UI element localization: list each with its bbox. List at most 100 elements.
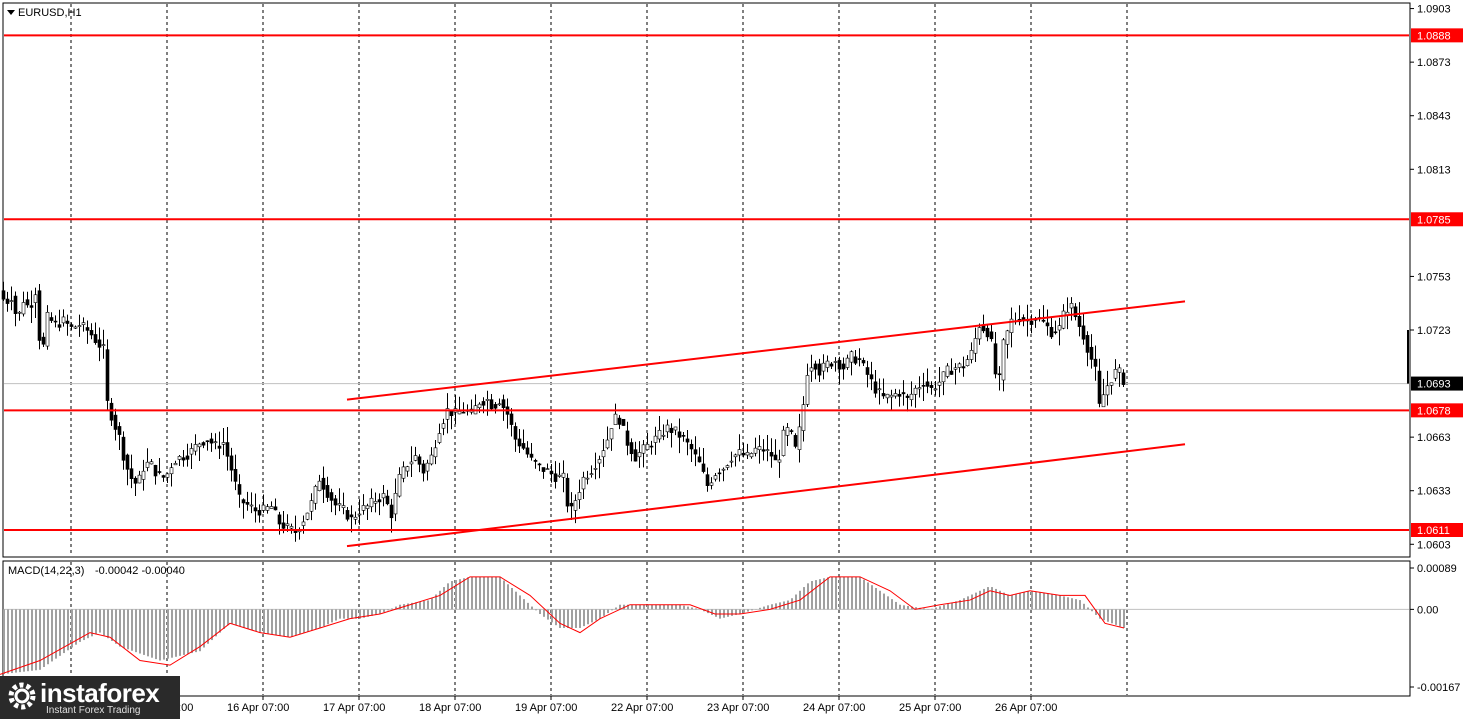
candle-body [317,480,322,492]
candle-body [365,505,370,509]
price-tick-label: 1.0873 [1417,57,1451,69]
candle-body [177,456,182,460]
candle-body [805,375,810,405]
candle-body [1061,310,1066,329]
level-price-tag [1411,212,1463,227]
time-tick-label: 19 Apr 07:00 [515,702,577,714]
level-price-tag [1411,523,1463,537]
candle-body [753,447,758,454]
candle-body [557,474,562,477]
candle-body [253,507,258,512]
candle-body [853,356,858,364]
candle-body [61,316,66,324]
candle-body [621,418,626,426]
candle-body [273,506,278,511]
time-tick-label: 22 Apr 07:00 [611,702,673,714]
candle-body [985,327,990,338]
candle-body [881,393,886,397]
candle-body [857,358,862,360]
time-tick-label: 26 Apr 07:00 [995,702,1057,714]
candle-body [553,473,558,482]
candle-body [485,398,490,401]
candle-body [121,436,126,461]
candle-body [405,466,410,472]
candle-body [1105,385,1110,396]
candle-body [525,447,530,455]
candle-body [657,430,662,440]
channel-lower-line [346,443,1186,548]
candle-body [37,290,42,341]
candle-body [129,468,134,479]
candle-body [649,445,654,448]
candle-body [441,423,446,429]
candle-body [413,455,418,461]
candle-body [513,426,518,440]
candle-body [693,449,698,455]
candle-body [625,430,630,446]
candle-body [161,475,166,478]
candle-body [353,516,358,520]
triangle-down-icon[interactable] [7,10,15,15]
candle-body [1029,320,1034,325]
candle-body [865,367,870,375]
candle-body [745,452,750,456]
candle-body [381,493,386,499]
candle-body [729,460,734,463]
candle-body [165,473,170,478]
candle-body [521,443,526,449]
trend-channel[interactable] [346,300,1186,548]
candle-body [249,504,254,507]
macd-tick-label: 0.00089 [1417,563,1457,575]
candle-body [313,486,318,504]
candle-body [561,472,566,478]
candle-body [749,453,754,458]
candle-body [701,463,706,472]
candle-body [49,317,54,321]
support-resistance-levels[interactable] [4,34,1409,531]
brand-name: instaforex [40,678,160,708]
time-tick-label: 24 Apr 07:00 [803,702,865,714]
candle-body [205,440,210,443]
candle-body [225,442,230,457]
macd-indicator [0,576,1125,675]
price-axis: 1.0903 1.0873 1.0843 1.0813 1.0753 1.0723 1.06… [1407,4,1463,694]
candle-body [337,503,342,506]
candle-body [81,322,86,325]
candle-body [69,324,74,327]
grid-lines [4,4,1409,695]
candle-body [677,431,682,438]
candle-body [613,413,618,425]
candle-body [1077,316,1082,327]
candle-body [765,449,770,451]
candle-body [21,302,26,315]
candle-body [825,360,830,368]
candle-body [685,438,690,443]
candle-body [377,499,382,503]
candle-body [445,408,450,420]
candle-body [117,426,122,435]
candle-body [461,411,466,414]
level-price-tag [1411,28,1463,43]
candle-body [501,399,506,409]
candle-body [845,357,850,368]
main-panel[interactable] [2,2,1411,558]
candle-body [209,438,214,444]
candle-body [573,500,578,511]
candle-body [157,471,162,473]
candle-body [265,506,270,511]
candle-body [57,324,62,328]
indicator-panel[interactable] [2,560,1411,697]
candle-body [569,502,574,507]
candle-body [385,495,390,505]
candle-body [669,427,674,433]
candle-body [689,443,694,450]
brand-tagline: Instant Forex Trading [46,705,141,716]
candle-body [153,464,158,477]
candle-body [1085,335,1090,353]
candle-body [345,510,350,520]
candle-body [873,381,878,394]
candle-body [541,467,546,472]
candle-body [761,449,766,452]
candle-body [245,502,250,505]
